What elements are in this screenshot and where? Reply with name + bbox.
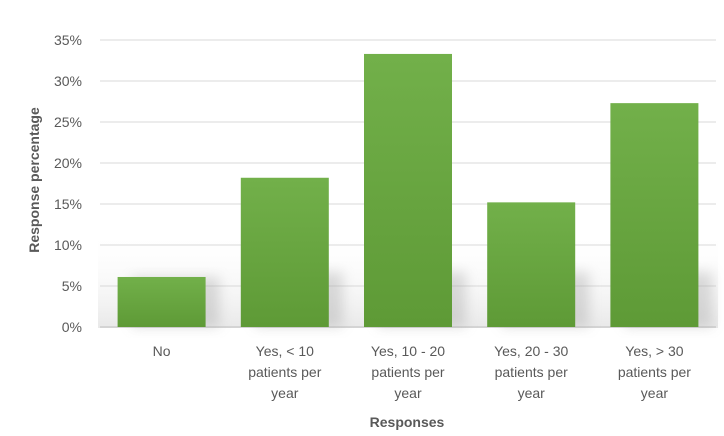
- y-tick-label: 30%: [54, 73, 82, 89]
- x-category-labels: No Yes, < 10 patients per year Yes, 10 - 20 p…: [153, 343, 692, 401]
- x-category-label: Yes, < 10 patients per year: [248, 343, 321, 401]
- bar: [610, 103, 699, 327]
- x-category-label: Yes, 10 - 20 patients per year: [371, 343, 445, 401]
- y-tick-label: 15%: [54, 196, 82, 212]
- x-category-label: No: [153, 343, 171, 359]
- y-tick-label: 20%: [54, 155, 82, 171]
- y-tick-label: 0%: [62, 319, 82, 335]
- y-axis-title: Response percentage: [26, 107, 42, 253]
- y-tick-label: 25%: [54, 114, 82, 130]
- x-category-label: Yes, > 30 patients per year: [618, 343, 691, 401]
- bar: [487, 202, 576, 327]
- y-tick-label: 5%: [62, 278, 82, 294]
- y-tick-labels: 0% 5% 10% 15% 20% 25% 30% 35%: [54, 32, 82, 335]
- bar: [117, 276, 206, 327]
- bar: [364, 53, 452, 327]
- x-axis-title: Responses: [370, 414, 445, 430]
- bars: [117, 53, 699, 327]
- y-tick-label: 35%: [54, 32, 82, 48]
- y-tick-label: 10%: [54, 237, 82, 253]
- bar: [240, 177, 329, 327]
- x-category-label: Yes, 20 - 30 patients per year: [494, 343, 568, 401]
